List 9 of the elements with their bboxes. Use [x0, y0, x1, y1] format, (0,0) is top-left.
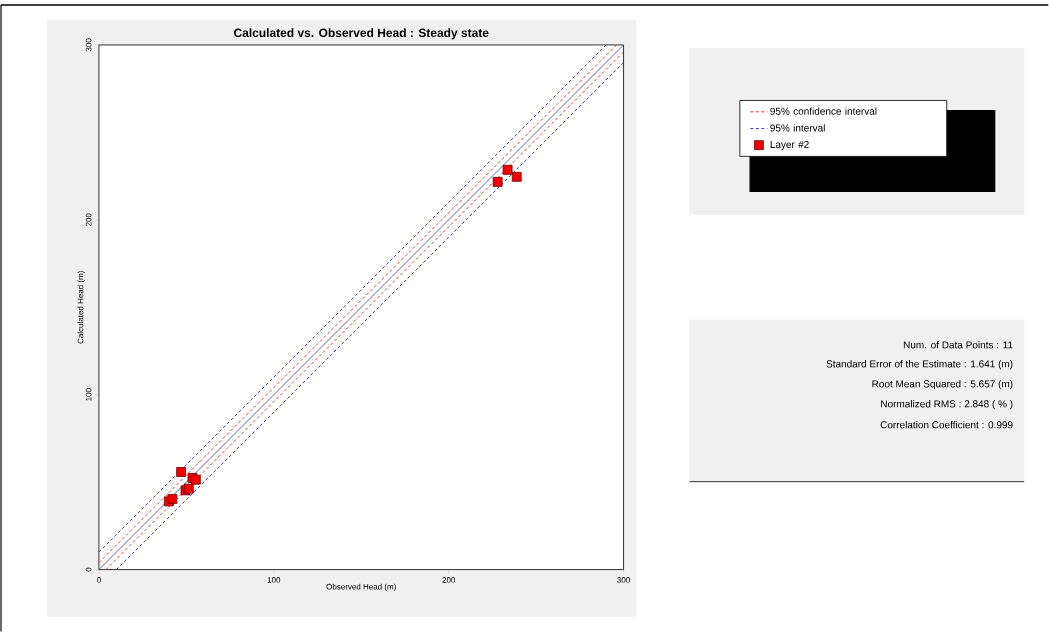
text: Correlation Coefficient : 0.999 [880, 420, 1013, 429]
text: Root Mean Squared : 5.657 (m) [872, 380, 1013, 390]
chart-title: Calculated vs. Observed Head : Steady state [234, 28, 489, 40]
legend-label: Layer #2 [770, 140, 809, 150]
legend-label: 95% interval [770, 124, 825, 132]
legend-label: 95% confidence interval [770, 107, 877, 115]
text: Normalized RMS : 2.848 ( % ) [881, 399, 1013, 410]
text: Standard Error of the Estimate : 1.641 (m) [826, 360, 1013, 370]
text: Num. of Data Points : 11 [903, 341, 1013, 349]
